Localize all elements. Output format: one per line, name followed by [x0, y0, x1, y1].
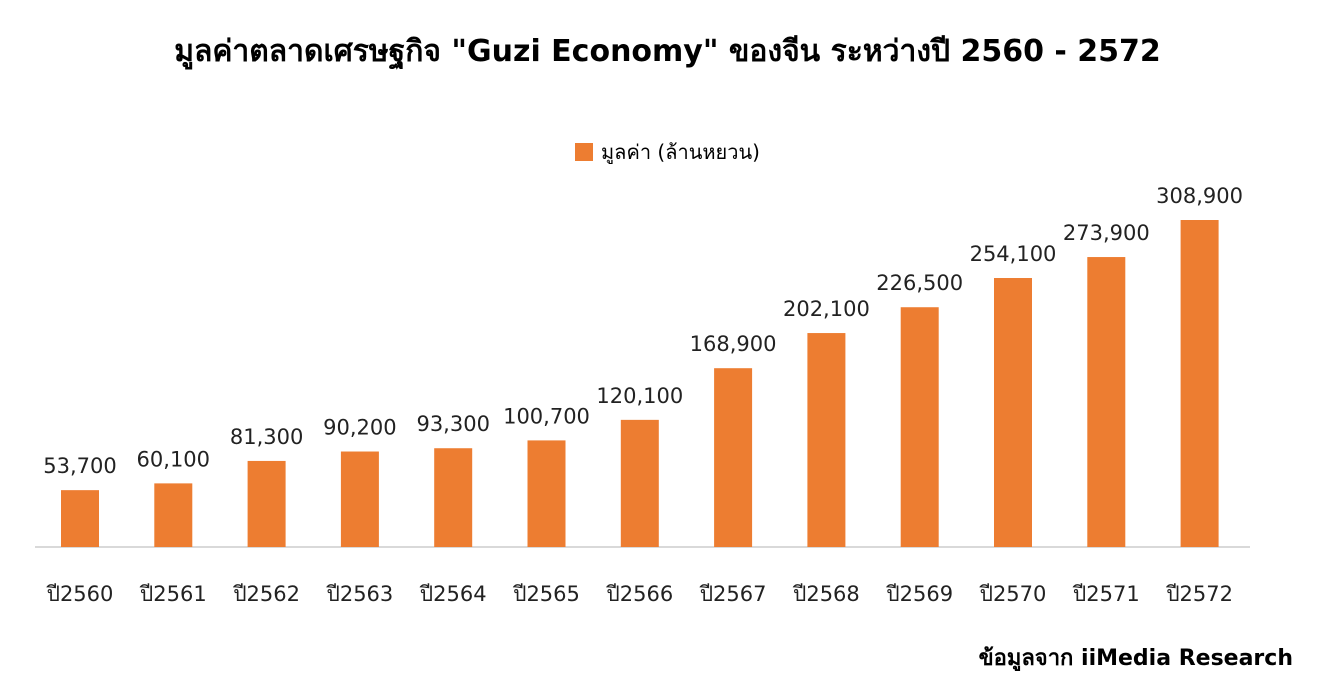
legend: มูลค่า (ล้านหยวน)	[0, 136, 1335, 168]
bar-ปี2568	[807, 333, 846, 547]
bar-ปี2561	[154, 483, 193, 547]
x-tick-label: ปี2561	[139, 582, 207, 606]
bars-group	[61, 220, 1219, 547]
data-label: 202,100	[783, 297, 870, 321]
bar-ปี2565	[527, 440, 566, 547]
x-tick-label: ปี2560	[46, 582, 114, 606]
bar-ปี2562	[247, 460, 286, 547]
data-label: 226,500	[876, 271, 963, 295]
source-note: ข้อมูลจาก iiMedia Research	[978, 646, 1293, 671]
x-tick-label: ปี2563	[326, 582, 394, 606]
data-label: 273,900	[1063, 221, 1150, 245]
bar-ปี2567	[714, 368, 753, 547]
x-tick-label: ปี2564	[419, 582, 487, 606]
data-label: 90,200	[323, 416, 396, 440]
bar-ปี2560	[61, 490, 99, 547]
x-tick-label: ปี2569	[886, 582, 954, 606]
data-label: 60,100	[137, 447, 210, 471]
x-tick-label: ปี2572	[1165, 582, 1233, 606]
x-tick-label: ปี2566	[606, 582, 674, 606]
legend-swatch	[575, 143, 593, 161]
bar-ปี2572	[1180, 220, 1219, 547]
x-tick-label: ปี2565	[512, 582, 580, 606]
data-label: 308,900	[1156, 184, 1243, 208]
bar-ปี2569	[900, 307, 939, 547]
data-label: 254,100	[970, 242, 1057, 266]
x-tick-label: ปี2571	[1072, 582, 1140, 606]
data-label: 93,300	[416, 412, 489, 436]
data-label: 168,900	[690, 332, 777, 356]
legend-label: มูลค่า (ล้านหยวน)	[601, 140, 760, 164]
bar-ปี2564	[434, 448, 473, 547]
bar-ปี2571	[1087, 257, 1126, 547]
bar-ปี2570	[994, 278, 1032, 547]
bar-ปี2563	[340, 451, 379, 547]
bar-ปี2566	[620, 419, 659, 547]
data-label: 81,300	[230, 425, 303, 449]
x-tick-label: ปี2562	[232, 582, 300, 606]
data-label: 100,700	[503, 404, 590, 428]
data-labels-group: 53,700 60,100 81,300 90,200 93,300 100,700120…	[43, 184, 1243, 478]
x-tick-labels-group: ปี2560 ปี2561 ปี2562 ปี2563 ปี2564 ปี2565 ปี25…	[46, 582, 1233, 606]
x-tick-label: ปี2567	[699, 582, 767, 606]
chart-title: มูลค่าตลาดเศรษฐกิจ "Guzi Economy" ของจีน…	[174, 34, 1161, 69]
x-tick-label: ปี2570	[979, 582, 1047, 606]
data-label: 53,700	[43, 454, 116, 478]
data-label: 120,100	[596, 384, 683, 408]
x-tick-label: ปี2568	[792, 582, 860, 606]
